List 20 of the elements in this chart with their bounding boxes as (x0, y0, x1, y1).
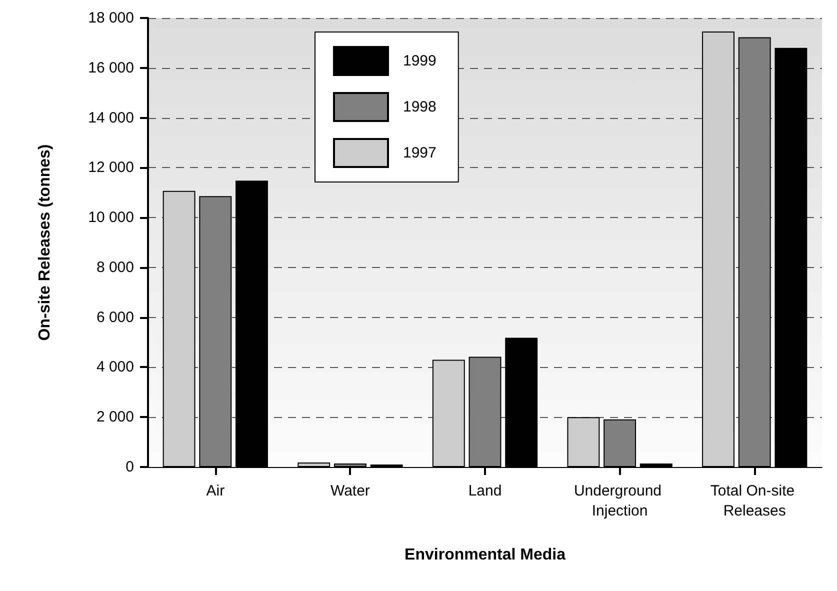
y-tick-label: 8 000 (96, 258, 134, 276)
legend-label: 1999 (403, 52, 436, 70)
x-tick-label: Land (468, 482, 502, 500)
y-tick-label: 16 000 (88, 59, 134, 76)
y-tick-label: 4 000 (96, 358, 134, 376)
y-tick-label: 10 000 (88, 209, 134, 226)
x-tick-label: Total On-site Releases (710, 482, 799, 520)
x-tick-label: Water (330, 482, 370, 500)
y-axis-title: On-site Releases (tonnes) (36, 144, 54, 341)
y-tick-label: 14 000 (88, 109, 134, 126)
y-tick-label: 2 000 (96, 408, 134, 426)
x-axis-title: Environmental Media (404, 546, 566, 564)
y-tick-label: 6 000 (96, 308, 134, 326)
x-tick-label: Air (206, 482, 225, 500)
y-tick-label: 0 (126, 458, 134, 476)
legend-label: 1997 (403, 144, 436, 162)
x-tick-label: Underground Injection (574, 482, 666, 520)
legend-label: 1998 (403, 98, 436, 116)
y-tick-label: 12 000 (88, 159, 134, 176)
y-tick-label: 18 000 (88, 10, 134, 26)
